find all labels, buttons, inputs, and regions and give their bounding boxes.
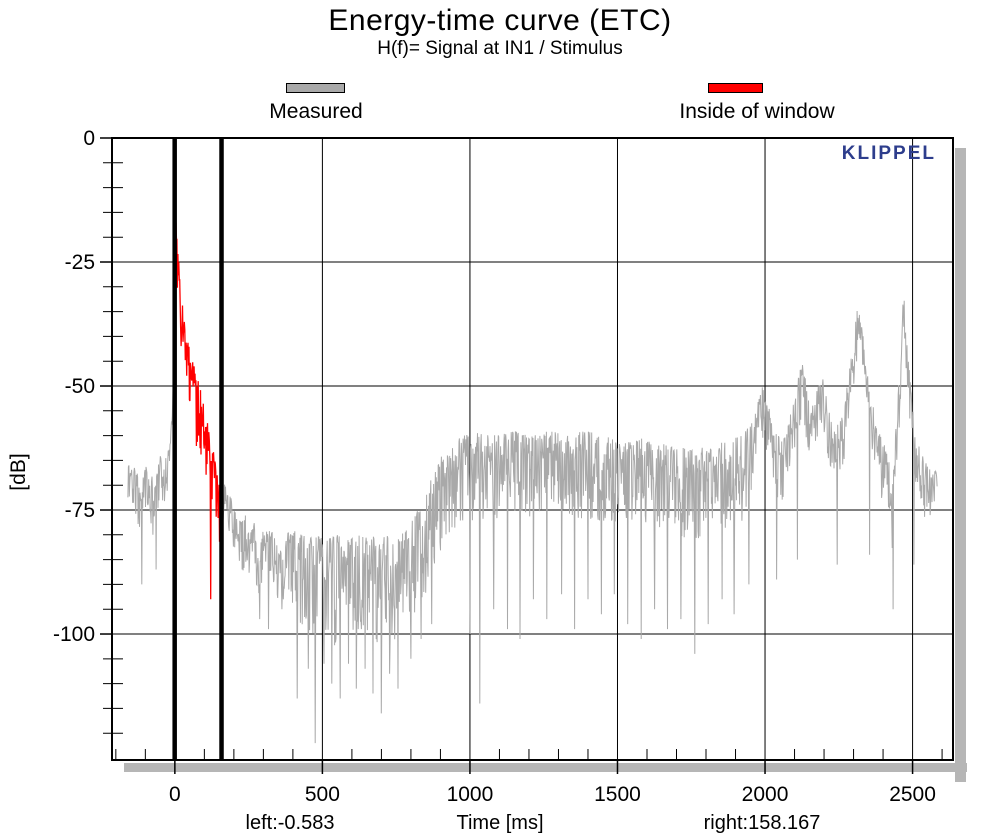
measured-curve-post <box>220 300 938 744</box>
x-tick-label: 1500 <box>594 783 641 806</box>
y-tick-label: 0 <box>83 127 95 150</box>
x-axis-label: Time [ms] <box>456 812 544 834</box>
y-tick-label: -50 <box>65 375 95 398</box>
y-tick-label: -25 <box>65 251 95 274</box>
plot-shadow-right <box>955 148 966 782</box>
y-tick-label: -75 <box>65 499 95 522</box>
y-axis-label: [dB] <box>7 453 30 491</box>
x-tick-label: 1000 <box>447 783 494 806</box>
inside-of-window-label: Inside of window <box>679 100 835 123</box>
x-tick-label: 0 <box>169 783 181 806</box>
inside-window-curve <box>173 213 223 600</box>
chart-title: Energy-time curve (ETC) <box>328 4 672 37</box>
y-tick-label: -100 <box>53 623 95 646</box>
measured-label: Measured <box>269 100 363 123</box>
inside-of-window-swatch <box>708 83 763 93</box>
plot-shadow-bottom <box>124 763 967 772</box>
klippel-watermark: KLIPPEL <box>841 143 936 164</box>
x-tick-label: 2500 <box>889 783 936 806</box>
plot-frame <box>111 137 954 761</box>
x-tick-label: 500 <box>305 783 340 806</box>
measured-curve-pre <box>127 213 176 585</box>
chart-subtitle: H(f)= Signal at IN1 / Stimulus <box>377 38 623 59</box>
window-left-annotation: left:-0.583 <box>245 812 335 834</box>
x-tick-label: 2000 <box>742 783 789 806</box>
window-right-annotation: right:158.167 <box>703 812 821 834</box>
measured-swatch <box>286 83 345 93</box>
